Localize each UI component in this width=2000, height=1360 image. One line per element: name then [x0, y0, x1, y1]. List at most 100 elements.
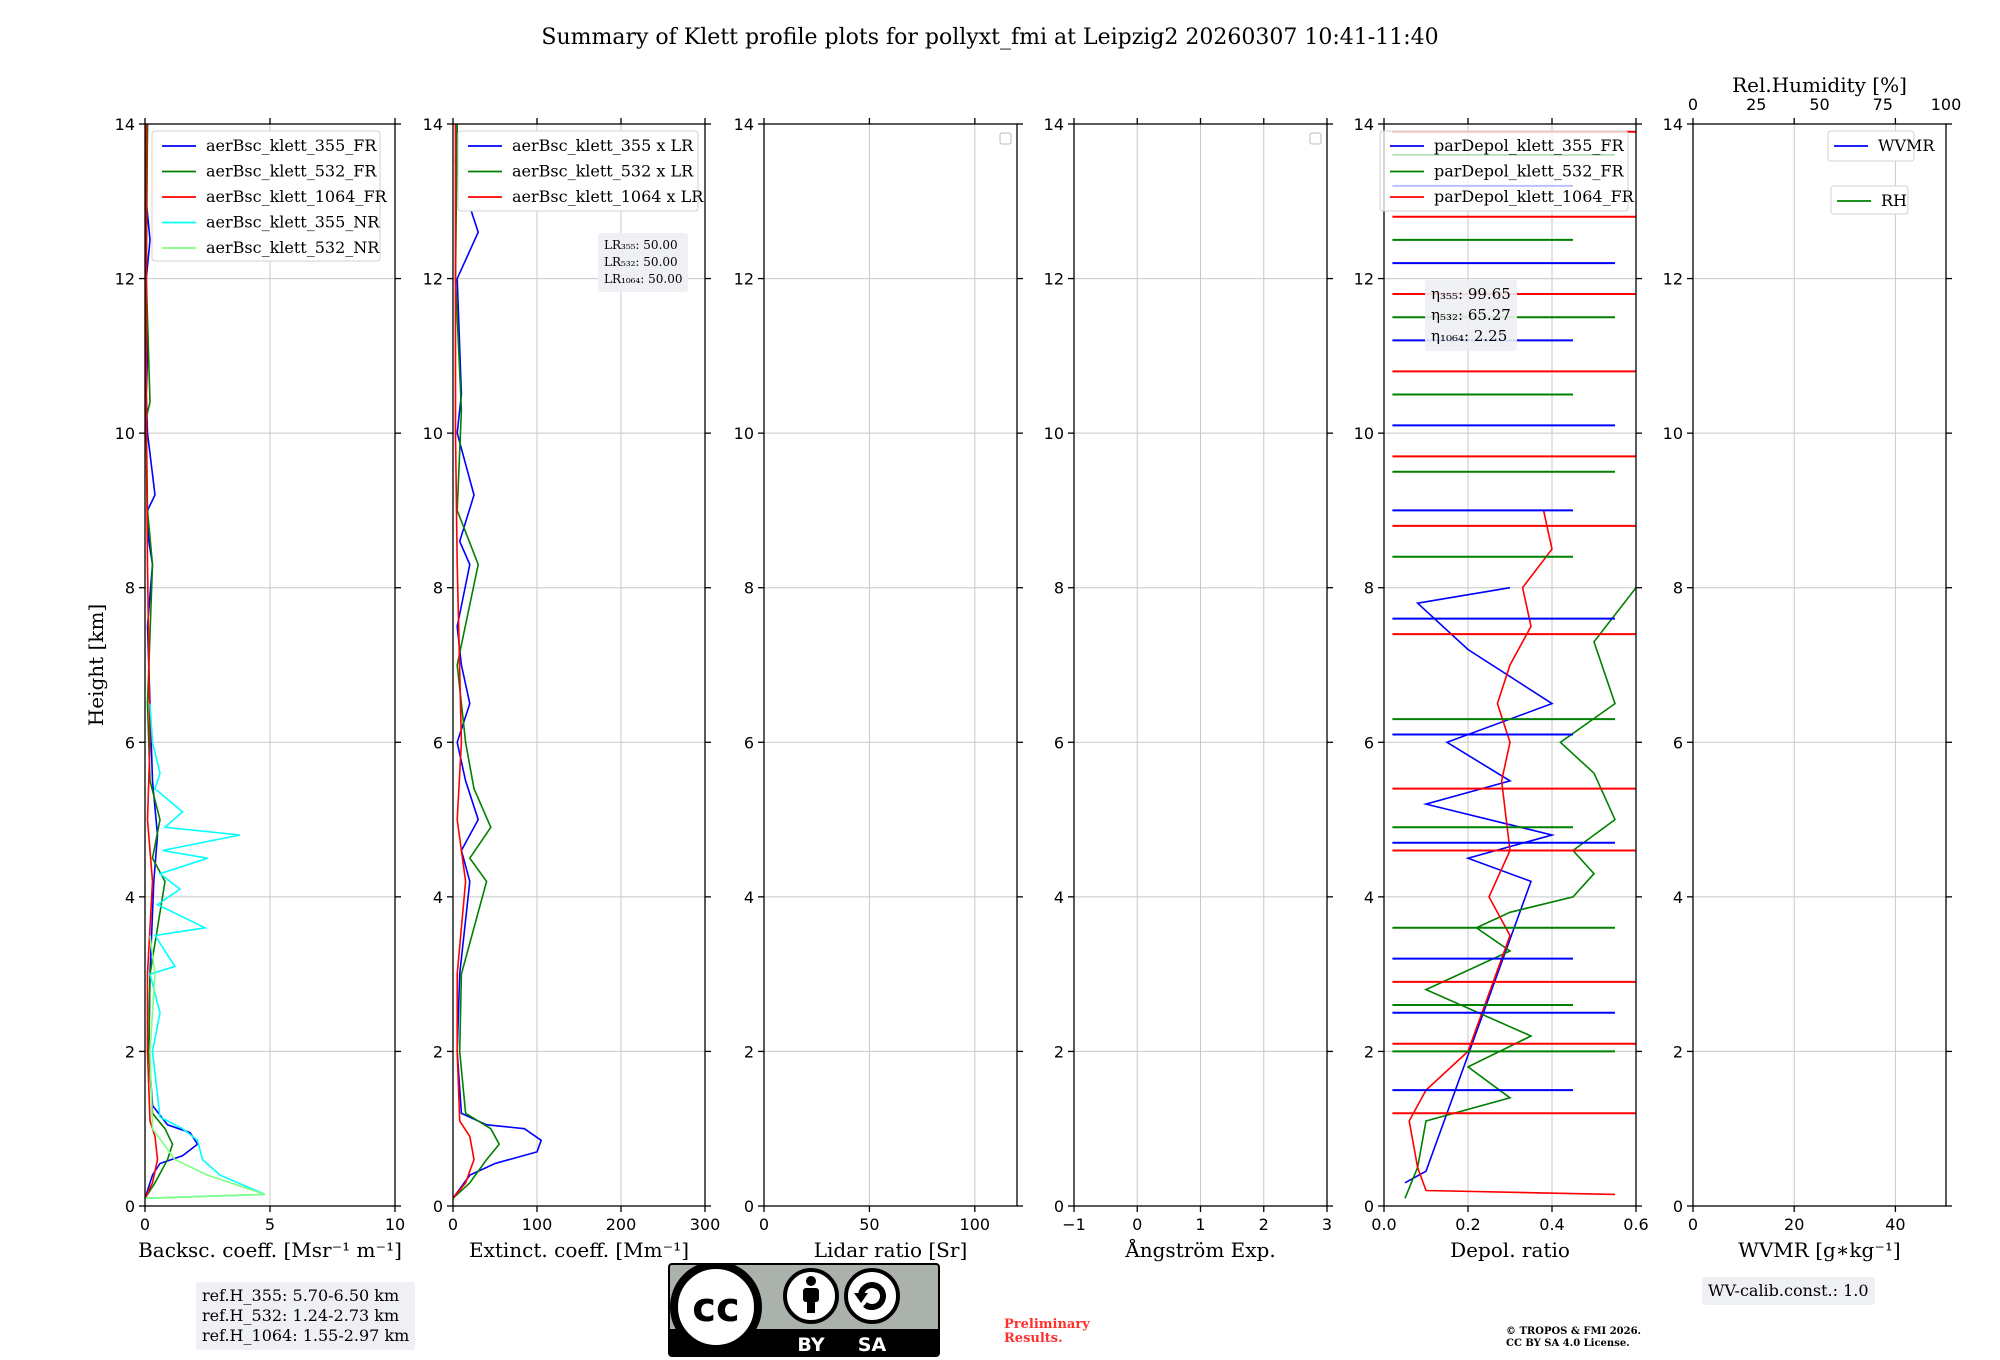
legend-label: parDepol_klett_1064_FR: [1434, 187, 1635, 206]
series-aerBsc_klett_532_NR: [145, 935, 266, 1200]
ref-height-1064: ref.H_1064: 1.55-2.97 km: [202, 1326, 410, 1345]
lr-532: LR₅₃₂: 50.00: [604, 255, 678, 269]
empty-legend: [1309, 132, 1322, 145]
panel-wvmr: 0 20 40 0 2 4 6 8 10 12 14 WVMR [g∗kg⁻¹] 0 25 50 75 100 R…: [1663, 73, 1962, 1262]
x-tick-label: 5: [265, 1215, 275, 1234]
license-by: BY: [797, 1334, 824, 1356]
series-aerBsc_klett_355_NR: [145, 703, 266, 1200]
y-tick-label: 8: [1054, 579, 1064, 598]
legend-box: [1830, 185, 1909, 215]
y-tick-label: 14: [1354, 115, 1374, 134]
y-tick-label: 4: [433, 888, 443, 907]
x-axis-label: Extinct. coeff. [Mm⁻¹]: [469, 1238, 689, 1262]
legend-label: aerBsc_klett_355_NR: [206, 213, 380, 232]
share-alike-icon: [858, 1282, 886, 1310]
series-aerBsc_klett_355 x LR: [453, 124, 543, 1199]
y-tick-label: 4: [125, 888, 135, 907]
y-tick-label: 14: [115, 115, 135, 134]
y-tick-label: 8: [433, 579, 443, 598]
legend-label: aerBsc_klett_532_NR: [206, 238, 380, 257]
legend-label: RH: [1881, 191, 1907, 210]
eta-note: η₃₅₅: 99.65 η₅₃₂: 65.27 η₁₀₆₄: 2.25: [1425, 280, 1517, 351]
legend-label: aerBsc_klett_532 x LR: [512, 162, 694, 181]
x-tick-label: 0.0: [1371, 1215, 1396, 1234]
x-tick-label: 200: [606, 1215, 637, 1234]
legend-label: parDepol_klett_532_FR: [1434, 162, 1625, 181]
y-tick-label: 0: [1673, 1197, 1683, 1216]
lr-355: LR₃₅₅: 50.00: [604, 238, 678, 252]
legend-label: parDepol_klett_355_FR: [1434, 136, 1625, 155]
panel-lidar_ratio: 0 50 100 0 2 4 6 8 10 12 14 Lidar ratio [Sr]: [734, 115, 1023, 1262]
x-axis-label: Backsc. coeff. [Msr⁻¹ m⁻¹]: [138, 1238, 402, 1262]
y-tick-label: 12: [423, 270, 443, 289]
y-tick-label: 0: [1364, 1197, 1374, 1216]
y-tick-label: 6: [1364, 733, 1374, 752]
y-tick-label: 0: [1054, 1197, 1064, 1216]
axes-frame: [452, 123, 706, 1207]
y-tick-label: 0: [744, 1197, 754, 1216]
x-tick-label: 20: [1784, 1215, 1804, 1234]
y-tick-label: 8: [125, 579, 135, 598]
y-tick-label: 2: [1673, 1042, 1683, 1061]
x-tick-label: 10: [385, 1215, 405, 1234]
y-axis-label: Height [km]: [84, 604, 108, 726]
y-tick-label: 10: [115, 424, 135, 443]
y-tick-label: 12: [1663, 270, 1683, 289]
y-tick-label: 10: [423, 424, 443, 443]
legend-label: aerBsc_klett_532_FR: [206, 162, 377, 181]
legend-label: aerBsc_klett_1064 x LR: [512, 187, 704, 206]
legend-label: aerBsc_klett_1064_FR: [206, 187, 388, 206]
figure-title: Summary of Klett profile plots for polly…: [541, 25, 1438, 50]
x-tick-label: −1: [1062, 1215, 1086, 1234]
x-axis-label: WVMR [g∗kg⁻¹]: [1738, 1238, 1900, 1262]
legend-label: aerBsc_klett_355 x LR: [512, 136, 694, 155]
wv-calib-text: WV-calib.const.: 1.0: [1708, 1281, 1869, 1300]
top-tick-label: 75: [1873, 95, 1893, 114]
x-tick-label: 0: [1688, 1215, 1698, 1234]
x-tick-label: 2: [1259, 1215, 1269, 1234]
y-tick-label: 12: [1044, 270, 1064, 289]
x-tick-label: 0: [1132, 1215, 1142, 1234]
legend-box: [151, 130, 381, 262]
x-tick-label: 300: [690, 1215, 721, 1234]
legend-box: [1379, 130, 1629, 212]
copyright-line-2: CC BY SA 4.0 License.: [1506, 1338, 1630, 1349]
copyright: © TROPOS & FMI 2026. CC BY SA 4.0 Licens…: [1506, 1326, 1641, 1350]
y-tick-label: 10: [1044, 424, 1064, 443]
y-tick-label: 2: [433, 1042, 443, 1061]
cc-by-sa-logo: cc BY SA: [668, 1263, 940, 1357]
series-parDepol_klett_355_FR: [1404, 586, 1556, 1184]
y-tick-label: 4: [1054, 888, 1064, 907]
y-tick-label: 2: [1364, 1042, 1374, 1061]
panel-backscatter: 0 5 10 0 2 4 6 8 10 12 14 Backsc. coeff. [Msr⁻¹ m⁻¹…: [84, 115, 405, 1262]
axes-frame: [763, 123, 1018, 1207]
series-parDepol_klett_532_FR: [1404, 587, 1636, 1199]
y-tick-label: 8: [1364, 579, 1374, 598]
y-tick-label: 6: [433, 733, 443, 752]
top-tick-label: 50: [1809, 95, 1829, 114]
x-tick-label: 100: [522, 1215, 553, 1234]
y-tick-label: 0: [125, 1197, 135, 1216]
y-tick-label: 0: [433, 1197, 443, 1216]
axes-frame: [1692, 123, 1947, 1207]
top-axis-label: Rel.Humidity [%]: [1732, 73, 1907, 97]
x-tick-label: 100: [960, 1215, 991, 1234]
legend-box: [1827, 130, 1915, 162]
y-tick-label: 2: [1054, 1042, 1064, 1061]
panel-extinction: 0 100 200 300 0 2 4 6 8 10 12 14 Extinct. coeff. [Mm…: [423, 115, 721, 1262]
x-tick-label: 40: [1885, 1215, 1905, 1234]
eta-355: η₃₅₅: 99.65: [1431, 285, 1511, 303]
y-tick-label: 12: [115, 270, 135, 289]
license-sa: SA: [858, 1334, 887, 1356]
y-tick-label: 10: [734, 424, 754, 443]
y-tick-label: 4: [1673, 888, 1683, 907]
x-tick-label: 1: [1195, 1215, 1205, 1234]
y-tick-label: 6: [744, 733, 754, 752]
top-tick-label: 100: [1931, 95, 1962, 114]
eta-532: η₅₃₂: 65.27: [1431, 306, 1511, 324]
legend-box: [457, 130, 699, 212]
x-tick-label: 0: [140, 1215, 150, 1234]
y-tick-label: 2: [125, 1042, 135, 1061]
x-axis-label: Lidar ratio [Sr]: [814, 1238, 968, 1262]
